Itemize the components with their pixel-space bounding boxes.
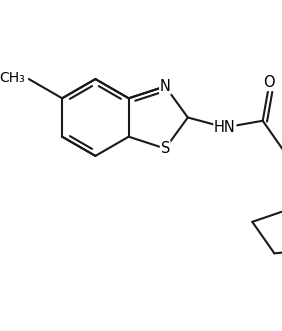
Text: N: N [160,79,171,94]
Text: S: S [160,141,170,156]
Text: O: O [264,75,275,90]
Text: HN: HN [214,120,236,135]
Text: CH₃: CH₃ [0,71,25,85]
